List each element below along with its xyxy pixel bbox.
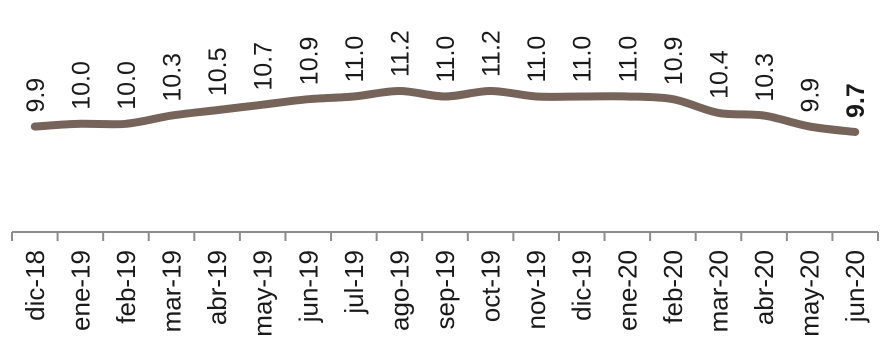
- x-tick-label: dic-19: [567, 250, 597, 321]
- data-label: 11.0: [569, 36, 597, 83]
- data-label: 11.2: [478, 30, 506, 77]
- data-label: 11.0: [614, 36, 642, 83]
- data-label: 9.9: [22, 78, 50, 113]
- x-tick-label: jul-19: [339, 250, 369, 315]
- x-tick-label: feb-19: [111, 250, 141, 324]
- x-tick-label: abr-20: [749, 250, 779, 325]
- data-label: 11.0: [341, 36, 369, 83]
- x-tick-label: may-20: [795, 250, 825, 337]
- data-label: 10.7: [250, 42, 278, 91]
- x-tick-label: nov-19: [521, 250, 551, 330]
- series-line: [30, 87, 860, 136]
- x-tick-label: dic-18: [20, 250, 50, 321]
- x-tick-label: abr-19: [202, 250, 232, 325]
- data-label: 10.3: [159, 53, 187, 102]
- series-line-layer: [30, 87, 860, 136]
- data-label: 10.5: [204, 47, 232, 96]
- data-label: 11.0: [523, 36, 551, 83]
- data-label: 9.9: [797, 78, 825, 113]
- data-label: 10.9: [295, 37, 323, 86]
- x-axis: dic-18 ene-19 feb-19 mar-19 abr-19 may-19 jun-…: [11, 231, 879, 337]
- x-tick-label: mar-20: [703, 250, 733, 332]
- x-tick-label: feb-20: [658, 250, 688, 324]
- x-tick-label: sep-19: [430, 250, 460, 330]
- x-tick-label: ene-20: [612, 250, 642, 331]
- data-label: 10.0: [113, 61, 141, 110]
- data-labels: 9.9 10.0 10.0 10.3 10.5 10.7 10.9 11.0 11.2 11.0 1…: [22, 30, 870, 118]
- data-label: 11.2: [386, 30, 414, 77]
- data-label: 10.3: [751, 53, 779, 102]
- x-tick-label: oct-19: [476, 250, 506, 322]
- x-tick-label: mar-19: [157, 250, 187, 332]
- x-tick-label: ene-19: [65, 250, 95, 331]
- x-tick-label: may-19: [248, 250, 278, 337]
- data-label: 10.9: [660, 37, 688, 86]
- x-tick-label: jun-19: [293, 250, 323, 323]
- data-label: 10.0: [67, 61, 95, 110]
- x-tick-label: ago-19: [384, 250, 414, 331]
- data-label: 9.7: [842, 83, 870, 118]
- data-label: 10.4: [705, 50, 733, 99]
- data-label: 11.0: [432, 36, 460, 83]
- x-tick-label: jun-20: [840, 250, 870, 323]
